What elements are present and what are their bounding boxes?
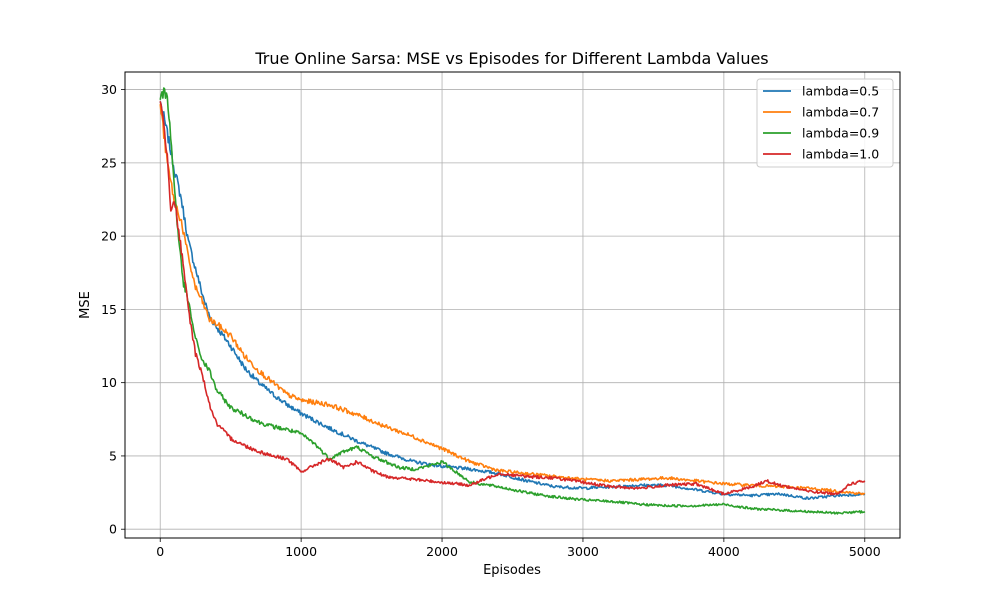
- series-line-3: [159, 87, 866, 515]
- series-line-2: [159, 104, 866, 496]
- x-tick-label: 2000: [426, 544, 458, 559]
- legend-box: [756, 78, 894, 168]
- series-line-1: [159, 101, 866, 501]
- grid-lines: [125, 72, 900, 538]
- y-axis: 0 5 10 15 20 25 30: [101, 82, 125, 537]
- y-tick-label: 10: [101, 375, 117, 390]
- legend-label: lambda=0.7: [802, 105, 879, 120]
- y-tick-label: 0: [109, 522, 117, 537]
- series-line-4: [159, 101, 866, 496]
- chart-title: True Online Sarsa: MSE vs Episodes for D…: [254, 49, 768, 68]
- x-axis: 0 1000 2000 3000 4000 5000: [156, 538, 881, 559]
- x-tick-label: 3000: [567, 544, 599, 559]
- x-axis-label: Episodes: [483, 563, 541, 578]
- y-tick-label: 5: [109, 448, 117, 463]
- plot-frame: [124, 71, 901, 539]
- x-tick-label: 4000: [708, 544, 740, 559]
- legend-label: lambda=1.0: [802, 147, 879, 162]
- x-tick-label: 0: [156, 544, 164, 559]
- x-tick-label: 1000: [285, 544, 317, 559]
- y-tick-label: 30: [101, 82, 117, 97]
- legend-label: lambda=0.5: [802, 84, 879, 99]
- plot-series: [159, 87, 866, 515]
- legend: lambda=0.5 lambda=0.7 lambda=0.9 lambda=1.0: [756, 78, 894, 168]
- y-tick-label: 15: [101, 302, 117, 317]
- x-tick-label: 5000: [849, 544, 881, 559]
- y-tick-label: 20: [101, 229, 117, 244]
- y-axis-label: MSE: [78, 291, 93, 319]
- legend-label: lambda=0.9: [802, 126, 879, 141]
- y-tick-label: 25: [101, 155, 117, 170]
